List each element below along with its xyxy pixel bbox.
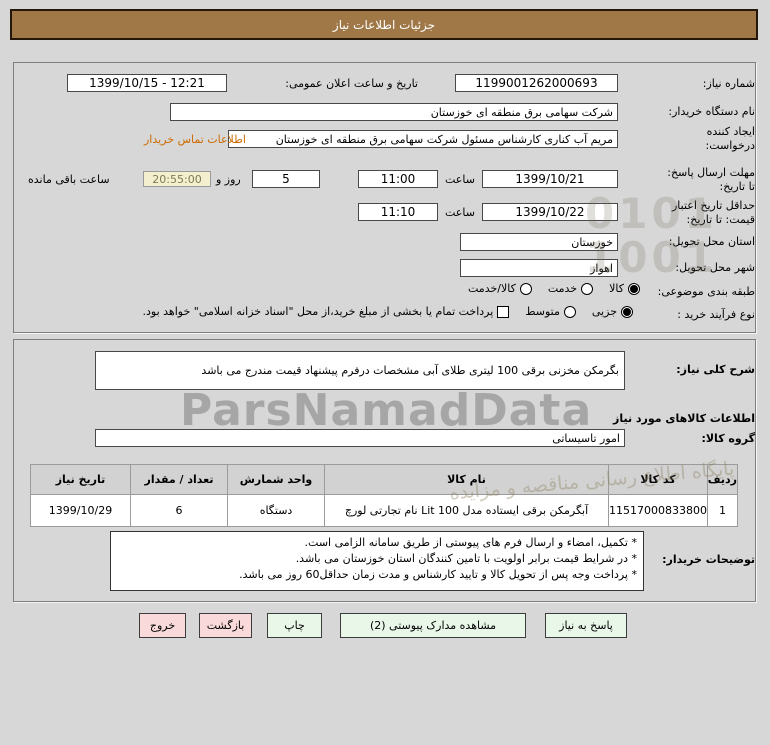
col-unit: واحد شمارش: [227, 464, 325, 495]
time-remaining-label: ساعت باقی مانده: [28, 173, 110, 186]
time-remaining-badge: 20:55:00: [143, 171, 211, 187]
option-goods-label: کالا: [609, 282, 624, 295]
price-validity-label-line2: قیمت: تا تاریخ:: [686, 213, 755, 226]
goods-info-header: اطلاعات کالاهای مورد نیاز: [613, 412, 755, 425]
reply-to-need-button[interactable]: پاسخ به نیاز: [545, 613, 627, 638]
classification-options: کالا خدمت کالا/خدمت: [468, 282, 640, 295]
buyer-org-label: نام دستگاه خریدار:: [668, 105, 755, 118]
option-goods: کالا: [609, 282, 640, 295]
option-medium: متوسط: [525, 305, 576, 318]
price-validity-label: حداقل تاریخ اعتبار قیمت: تا تاریخ:: [672, 199, 755, 227]
deadline-date-field[interactable]: 1399/10/21: [482, 170, 618, 188]
cell-need-date: 1399/10/29: [30, 494, 131, 527]
table-row: 1 1151700083380031 آبگرمکن برقی ایستاده …: [30, 494, 738, 527]
radio-minor-selected[interactable]: [621, 305, 633, 318]
col-row-number: ردیف: [707, 464, 738, 495]
radio-goods-selected[interactable]: [628, 282, 640, 295]
col-goods-code: کد کالا: [608, 464, 708, 495]
treasury-checkbox[interactable]: [497, 305, 510, 318]
radio-service[interactable]: [581, 282, 594, 295]
city-field[interactable]: اهواز: [460, 259, 618, 277]
exit-button[interactable]: خروج: [139, 613, 186, 638]
goods-info-section: [13, 339, 756, 602]
page-title: جزئیات اطلاعات نیاز: [10, 9, 758, 40]
days-label: روز و: [216, 173, 241, 186]
radio-medium[interactable]: [563, 305, 576, 318]
deadline-label: مهلت ارسال پاسخ: تا تاریخ:: [667, 166, 755, 194]
option-goods-service: کالا/خدمت: [468, 282, 532, 295]
goods-group-label: گروه کالا:: [701, 432, 755, 445]
cell-goods-name: آبگرمکن برقی ایستاده مدل Lit 100 نام تجا…: [324, 494, 609, 527]
option-service: خدمت: [547, 282, 594, 295]
announce-datetime-label: تاریخ و ساعت اعلان عمومی:: [285, 77, 418, 90]
cell-unit: دستگاه: [227, 494, 325, 527]
option-service-label: خدمت: [547, 282, 578, 295]
col-need-date: تاریخ نیاز: [30, 464, 131, 495]
cell-row-number: 1: [707, 494, 738, 527]
city-label: شهر محل تحویل:: [675, 261, 755, 274]
need-desc-label: شرح کلی نیاز:: [676, 363, 755, 376]
treasury-note-label: پرداخت تمام یا بخشی از مبلغ خرید،از محل …: [142, 305, 494, 318]
goods-table: ردیف کد کالا نام کالا واحد شمارش تعداد /…: [30, 464, 738, 527]
note-line: * در شرایط قیمت برابر اولویت با تامین کن…: [295, 552, 637, 565]
validity-time-field[interactable]: 11:10: [358, 203, 438, 221]
deadline-label-line2: تا تاریخ:: [719, 180, 755, 193]
need-desc-field[interactable]: بگرمکن مخزنی برقی 100 لیتری طلای آبی مشخ…: [95, 351, 625, 390]
deadline-label-line1: مهلت ارسال پاسخ:: [667, 166, 755, 179]
cell-goods-code: 1151700083380031: [608, 494, 708, 527]
deadline-hour-label: ساعت: [445, 173, 475, 186]
option-minor-label: جزیی: [591, 305, 617, 318]
buyer-org-field[interactable]: شرکت سهامی برق منطقه ای خوزستان: [170, 103, 618, 121]
creator-label-line2: درخواست:: [705, 139, 755, 152]
need-info-section: [13, 62, 756, 333]
back-button[interactable]: بازگشت: [199, 613, 252, 638]
announce-datetime-field[interactable]: 1399/10/15 - 12:21: [67, 74, 227, 92]
cell-quantity: 6: [130, 494, 228, 527]
province-label: استان محل تحویل:: [668, 235, 755, 248]
option-medium-label: متوسط: [525, 305, 560, 318]
col-goods-name: نام کالا: [324, 464, 609, 495]
deadline-time-field[interactable]: 11:00: [358, 170, 438, 188]
province-field[interactable]: خوزستان: [460, 233, 618, 251]
need-number-field[interactable]: 1199001262000693: [455, 74, 618, 92]
need-number-label: شماره نیاز:: [702, 77, 755, 90]
validity-date-field[interactable]: 1399/10/22: [482, 203, 618, 221]
radio-goods-service[interactable]: [519, 282, 532, 295]
option-minor: جزیی: [592, 305, 633, 318]
note-line: * تکمیل، امضاء و ارسال فرم های پیوستی از…: [304, 536, 637, 549]
col-quantity: تعداد / مقدار: [130, 464, 228, 495]
treasury-option: پرداخت تمام یا بخشی از مبلغ خرید،از محل …: [143, 305, 510, 318]
process-type-label: نوع فرآیند خرید :: [677, 308, 755, 321]
validity-hour-label: ساعت: [445, 206, 475, 219]
goods-table-header-row: ردیف کد کالا نام کالا واحد شمارش تعداد /…: [30, 464, 738, 495]
option-goods-service-label: کالا/خدمت: [468, 282, 516, 295]
view-attachments-button[interactable]: مشاهده مدارک پیوستی (2): [340, 613, 526, 638]
buyer-contact-link[interactable]: اطلاعات تماس خریدار: [144, 133, 246, 146]
note-line: * پرداخت وجه پس از تحویل کالا و تایید کا…: [239, 568, 637, 581]
goods-group-field[interactable]: امور تاسیساتی: [95, 429, 625, 447]
creator-label-line1: ایجاد کننده: [706, 125, 755, 138]
creator-label: ایجاد کننده درخواست:: [706, 125, 755, 153]
creator-field[interactable]: مریم آب کناری کارشناس مسئول شرکت سهامی ب…: [228, 130, 618, 148]
process-type-options: جزیی متوسط پرداخت تمام یا بخشی از مبلغ خ…: [143, 305, 633, 318]
buyer-notes-box: * تکمیل، امضاء و ارسال فرم های پیوستی از…: [110, 531, 644, 591]
print-button[interactable]: چاپ: [267, 613, 322, 638]
buyer-notes-label: توضیحات خریدار:: [662, 553, 755, 566]
days-remaining-field[interactable]: 5: [252, 170, 320, 188]
classification-label: طبقه بندی موضوعی:: [657, 285, 755, 298]
price-validity-label-line1: حداقل تاریخ اعتبار: [671, 199, 755, 212]
